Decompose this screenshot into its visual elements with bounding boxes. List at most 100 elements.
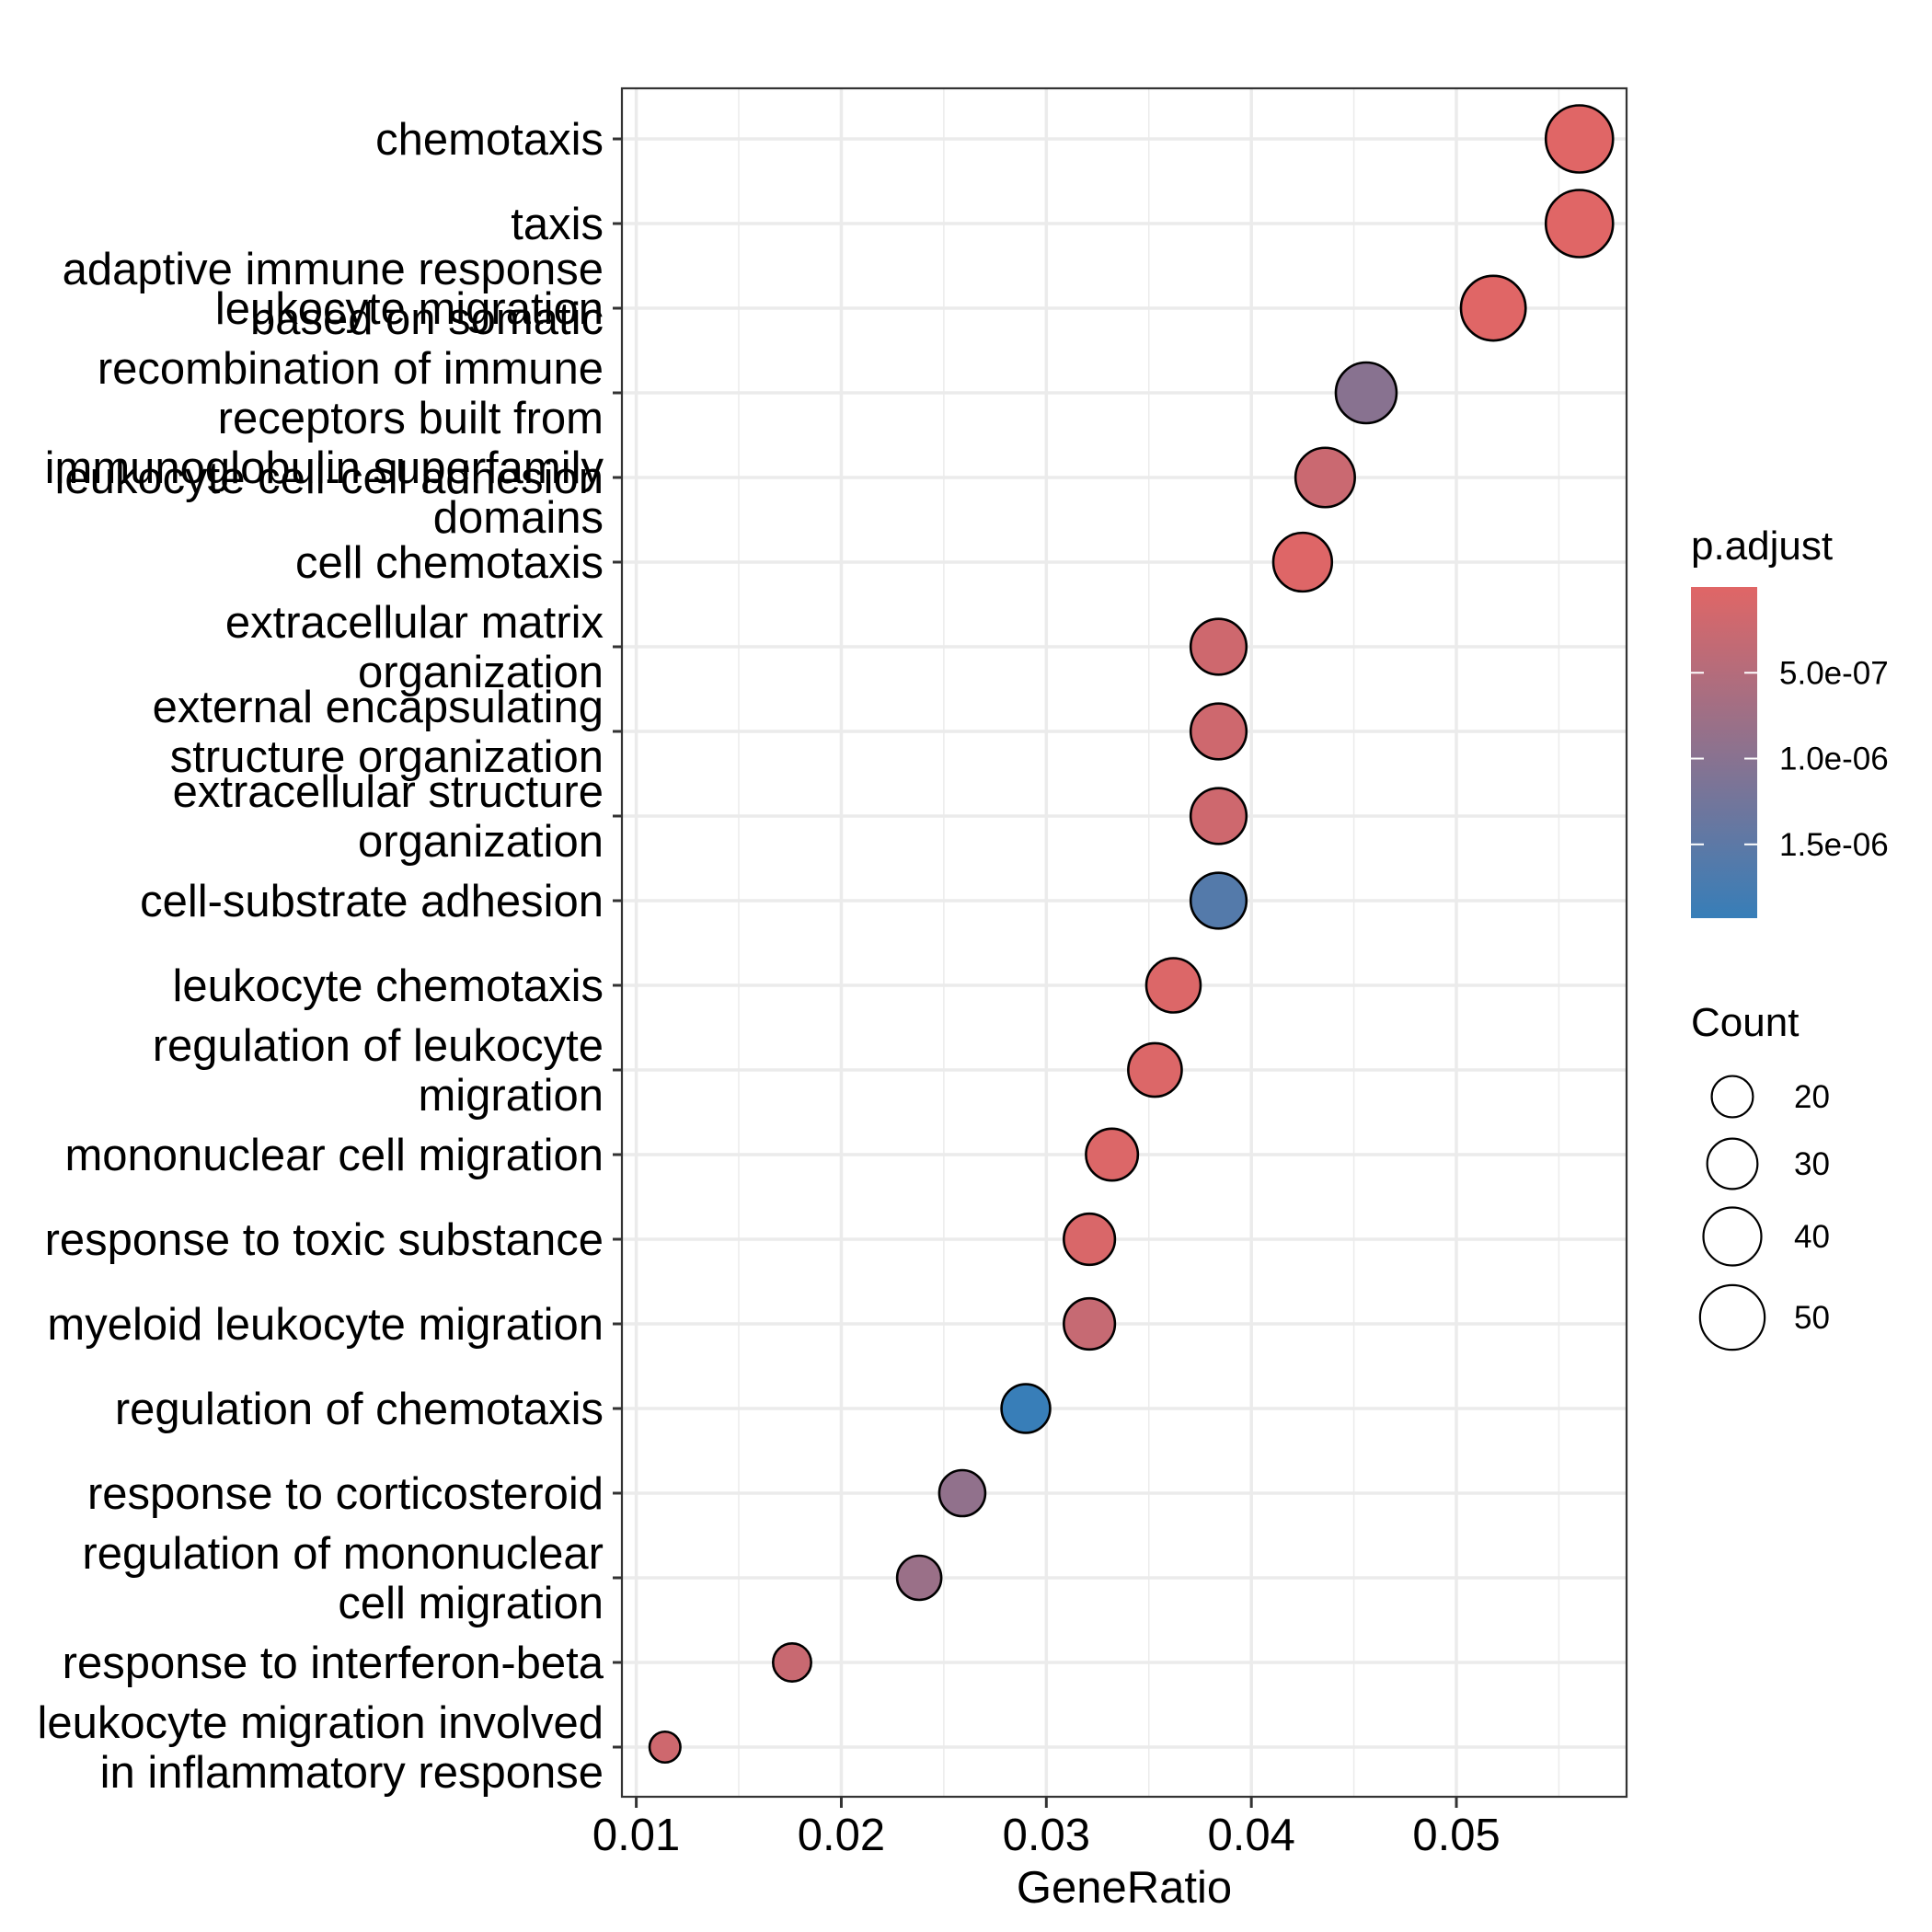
point [1000,1383,1052,1434]
y-tick-label-line: migration [418,1071,604,1121]
y-axis: chemotaxis taxis leukocyte migrationadapti… [37,115,622,1798]
y-tick-label: response to corticosteroid [87,1469,604,1519]
y-tick-label-line: organization [358,817,604,867]
y-tick-label-line: regulation of chemotaxis [115,1385,604,1434]
size-legend-key [1706,1137,1759,1190]
y-tick-label: response to interferon-beta [63,1639,604,1688]
point [1544,104,1615,174]
y-tick-label-line: mononuclear cell migration [64,1131,604,1180]
y-tick-label: regulation of chemotaxis [115,1385,604,1434]
points [648,104,1615,1765]
point [1294,446,1356,509]
y-tick-label: cell-substrate adhesion [140,877,604,926]
x-tick-label: 0.05 [1412,1811,1500,1860]
size-legend-label: 30 [1794,1146,1830,1182]
y-tick-label-line: leukocyte cell-cell adhesion [55,454,604,503]
point [1271,531,1334,593]
y-tick-label: response to toxic substance [45,1215,604,1265]
y-tick-label-line: cell chemotaxis [295,538,604,588]
y-tick-label: regulation of mononuclear cell migration [82,1529,604,1628]
y-tick-label: external encapsulating structure organiza… [153,683,604,782]
size-legend-label: 40 [1794,1219,1830,1255]
colorbar-label: 1.5e-06 [1779,827,1889,863]
point [895,1554,943,1602]
y-tick-label: chemotaxis [375,115,604,165]
x-tick-label: 0.01 [592,1811,680,1860]
size-legend-title: Count [1691,1000,1799,1045]
color-legend: p.adjust 5.0e-07 1.0e-06 1.5e-06 [1691,523,1889,918]
y-tick-label-line: response to interferon-beta [63,1639,604,1688]
y-tick-label-line: taxis [511,200,604,249]
y-tick-label-line: leukocyte chemotaxis [173,961,604,1011]
y-tick-label-line: external encapsulating [153,683,604,732]
y-tick-label: leukocyte chemotaxis [173,961,604,1011]
grid-lines [622,88,1627,1797]
y-tick-label: leukocyte cell-cell adhesion [55,454,604,503]
y-tick-label-line: organization [358,648,604,697]
y-tick-label-line: in inflammatory response [100,1748,604,1798]
colorbar-label: 5.0e-07 [1779,655,1889,691]
y-tick-label-line: structure organization [170,732,604,782]
color-legend-title: p.adjust [1691,523,1833,569]
x-tick-label: 0.02 [798,1811,885,1860]
colorbar [1691,587,1757,918]
y-tick-label-line: leukocyte migration involved [37,1698,604,1748]
y-tick-label-line: regulation of mononuclear [82,1529,604,1579]
y-tick-label-line: extracellular matrix [225,598,604,648]
size-legend-label: 50 [1794,1300,1830,1336]
colorbar-label: 1.0e-06 [1779,742,1889,777]
y-tick-label-line: leukocyte migration [215,284,604,334]
y-tick-label: extracellular structure organization [173,767,604,867]
y-tick-label-line: domains [433,493,604,543]
y-tick-label: leukocyte migration [215,284,604,334]
y-tick-label: mononuclear cell migration [64,1131,604,1180]
point [648,1730,682,1765]
y-tick-label-line: cell migration [338,1579,604,1628]
point [1189,871,1248,930]
y-tick-label: leukocyte migration involved in inflammat… [37,1698,604,1798]
x-tick-label: 0.04 [1207,1811,1294,1860]
y-tick-label-line: response to toxic substance [45,1215,604,1265]
y-tick-label: adaptive immune response based on somatic… [45,245,604,543]
y-tick-label-line: chemotaxis [375,115,604,165]
size-legend-label: 20 [1794,1079,1830,1115]
y-tick-label: extracellular matrix organization [225,598,604,697]
point [1063,1296,1117,1351]
y-tick-label-line: based on somatic [250,294,604,344]
x-tick-label: 0.03 [1003,1811,1090,1860]
point [1085,1127,1140,1182]
point [1144,957,1202,1014]
x-axis: 0.01 0.02 0.03 0.04 0.05 [592,1797,1501,1860]
point [1189,702,1248,761]
point [1334,361,1398,425]
y-tick-label-line: response to corticosteroid [87,1469,604,1519]
point [1459,274,1527,342]
size-legend: Count 20 30 40 50 [1691,1000,1830,1351]
panel-border [620,86,1628,1799]
y-tick-label-line: receptors built from [218,394,604,443]
y-tick-label-line: recombination of immune [98,344,604,394]
y-tick-label-line: extracellular structure [173,767,604,817]
y-tick-label-line: cell-substrate adhesion [140,877,604,926]
y-tick-label-line: regulation of leukocyte [153,1021,604,1071]
point [1127,1041,1183,1098]
point [1063,1212,1117,1267]
point [937,1468,987,1518]
y-tick-label-line: adaptive immune response [63,245,604,294]
size-legend-key [1698,1283,1766,1351]
y-tick-label: cell chemotaxis [295,538,604,588]
y-tick-label: regulation of leukocyte migration [153,1021,604,1121]
x-axis-title: GeneRatio [1017,1863,1232,1913]
y-tick-label-line: immunoglobulin superfamily [45,443,604,493]
point [1189,787,1248,845]
size-legend-key [1710,1075,1754,1119]
size-legend-key [1702,1206,1763,1267]
point [1189,617,1248,676]
point [771,1641,812,1684]
y-tick-label: myeloid leukocyte migration [47,1300,604,1350]
y-tick-label: taxis [511,200,604,249]
y-tick-label-line: myeloid leukocyte migration [47,1300,604,1350]
point [1544,189,1615,259]
